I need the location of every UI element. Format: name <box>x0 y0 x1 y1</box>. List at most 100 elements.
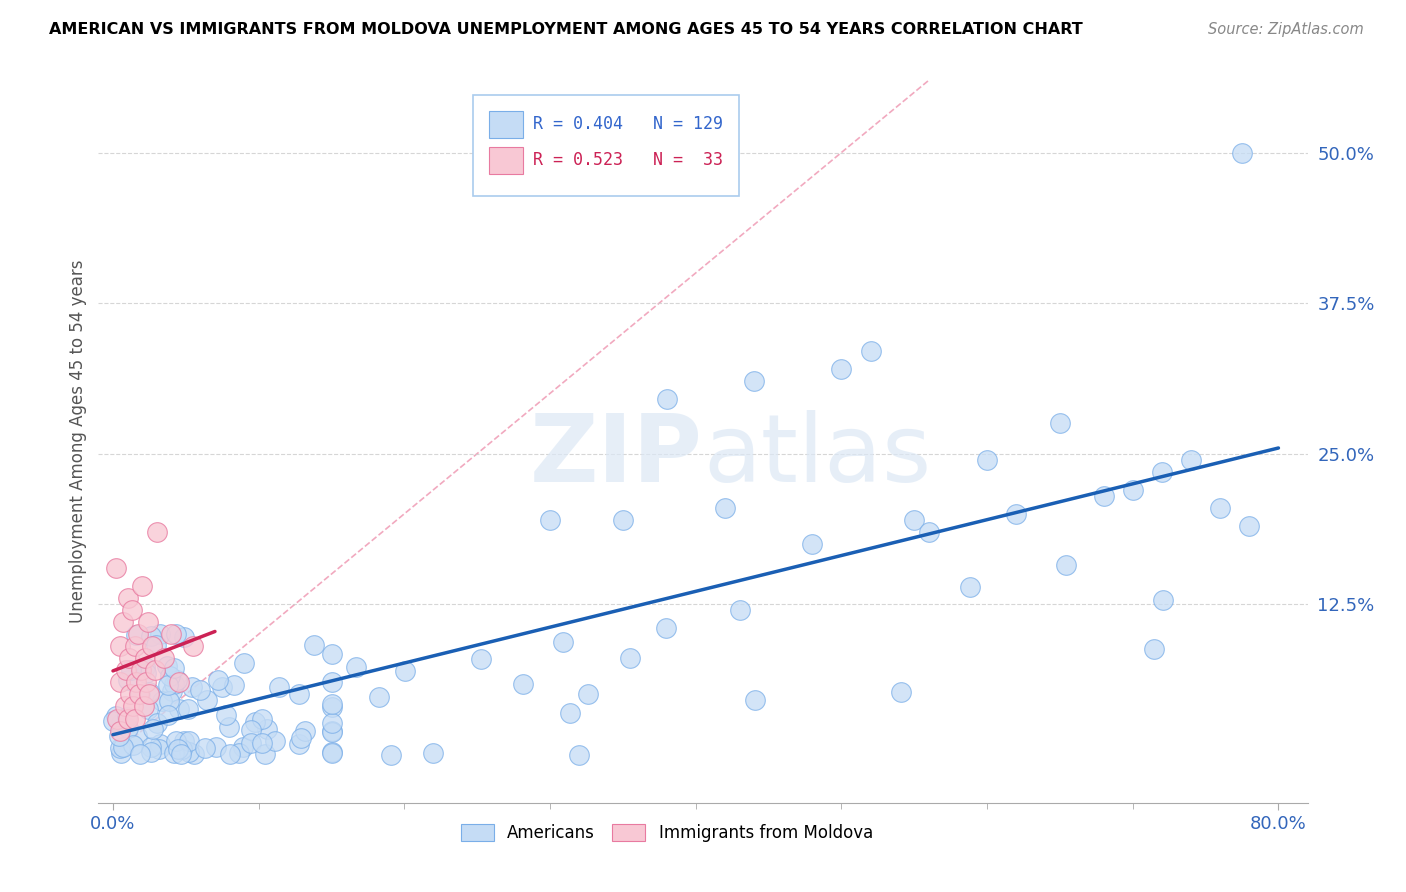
Point <box>240 736 263 750</box>
Point <box>177 733 200 747</box>
Point <box>105 712 128 726</box>
Point <box>612 513 634 527</box>
Point <box>173 734 195 748</box>
Point <box>321 647 343 661</box>
Point <box>233 656 256 670</box>
Point <box>918 524 941 539</box>
Point <box>138 687 160 701</box>
Point <box>243 714 266 729</box>
Point <box>131 579 153 593</box>
Point <box>117 712 139 726</box>
Point <box>380 747 402 762</box>
Point <box>830 362 852 376</box>
Point <box>148 741 170 756</box>
Point <box>132 699 155 714</box>
Point <box>125 675 148 690</box>
Point <box>110 723 132 738</box>
Point <box>742 375 765 389</box>
Point <box>135 675 157 690</box>
Point <box>124 712 146 726</box>
Point <box>139 629 162 643</box>
Point <box>122 739 145 753</box>
Point <box>163 677 186 691</box>
Point <box>165 734 187 748</box>
Point <box>538 513 561 527</box>
Point <box>115 664 138 678</box>
Point <box>512 677 534 691</box>
Text: Source: ZipAtlas.com: Source: ZipAtlas.com <box>1208 22 1364 37</box>
Point <box>104 561 127 575</box>
Point <box>114 699 136 714</box>
Point <box>104 709 127 723</box>
Point <box>166 673 188 688</box>
Point <box>157 694 180 708</box>
Point <box>146 715 169 730</box>
Point <box>110 639 132 653</box>
Point <box>183 747 205 762</box>
Point <box>321 724 343 739</box>
Point <box>321 716 343 731</box>
Point <box>294 724 316 739</box>
Point <box>321 675 343 690</box>
Point <box>153 651 176 665</box>
Point <box>714 500 737 515</box>
Point <box>156 659 179 673</box>
Point <box>256 722 278 736</box>
Point <box>120 687 142 701</box>
Point <box>167 741 190 756</box>
Point <box>619 651 641 665</box>
Point <box>568 747 591 762</box>
Point <box>128 687 150 701</box>
Legend: Americans, Immigrants from Moldova: Americans, Immigrants from Moldova <box>454 817 880 848</box>
Point <box>165 627 187 641</box>
Text: ZIP: ZIP <box>530 410 703 502</box>
Point <box>232 739 254 754</box>
Point <box>1239 519 1261 533</box>
Point <box>576 687 599 701</box>
Point <box>1092 489 1115 503</box>
Point <box>195 692 218 706</box>
Point <box>162 661 184 675</box>
Point <box>170 747 193 761</box>
Point <box>422 746 444 760</box>
Point <box>138 685 160 699</box>
Point <box>136 702 159 716</box>
Point <box>110 746 132 760</box>
Text: R = 0.523   N =  33: R = 0.523 N = 33 <box>533 152 723 169</box>
Text: atlas: atlas <box>703 410 931 502</box>
Point <box>107 729 129 743</box>
Point <box>170 742 193 756</box>
Point <box>112 615 135 630</box>
Point <box>122 699 145 714</box>
Point <box>135 665 157 680</box>
Point <box>321 745 343 759</box>
Point <box>239 723 262 737</box>
Point <box>160 684 183 698</box>
Point <box>118 651 141 665</box>
Point <box>211 681 233 695</box>
Point <box>302 638 325 652</box>
Point <box>117 673 139 687</box>
Point <box>1122 483 1144 497</box>
Point <box>890 685 912 699</box>
Point <box>117 591 139 606</box>
Point <box>143 664 166 678</box>
Point <box>394 664 416 678</box>
Point <box>321 724 343 739</box>
Point <box>129 664 152 678</box>
Point <box>218 720 240 734</box>
Point <box>117 722 139 736</box>
Bar <box>489 147 523 174</box>
Point <box>139 745 162 759</box>
Point <box>134 651 156 665</box>
Point <box>344 660 367 674</box>
Bar <box>489 111 523 138</box>
Point <box>145 524 167 539</box>
Point <box>1143 641 1166 656</box>
Text: AMERICAN VS IMMIGRANTS FROM MOLDOVA UNEMPLOYMENT AMONG AGES 45 TO 54 YEARS CORRE: AMERICAN VS IMMIGRANTS FROM MOLDOVA UNEM… <box>49 22 1083 37</box>
Point <box>117 710 139 724</box>
Point <box>1005 507 1028 521</box>
Point <box>142 722 165 736</box>
Point <box>163 746 186 760</box>
Point <box>111 739 134 754</box>
